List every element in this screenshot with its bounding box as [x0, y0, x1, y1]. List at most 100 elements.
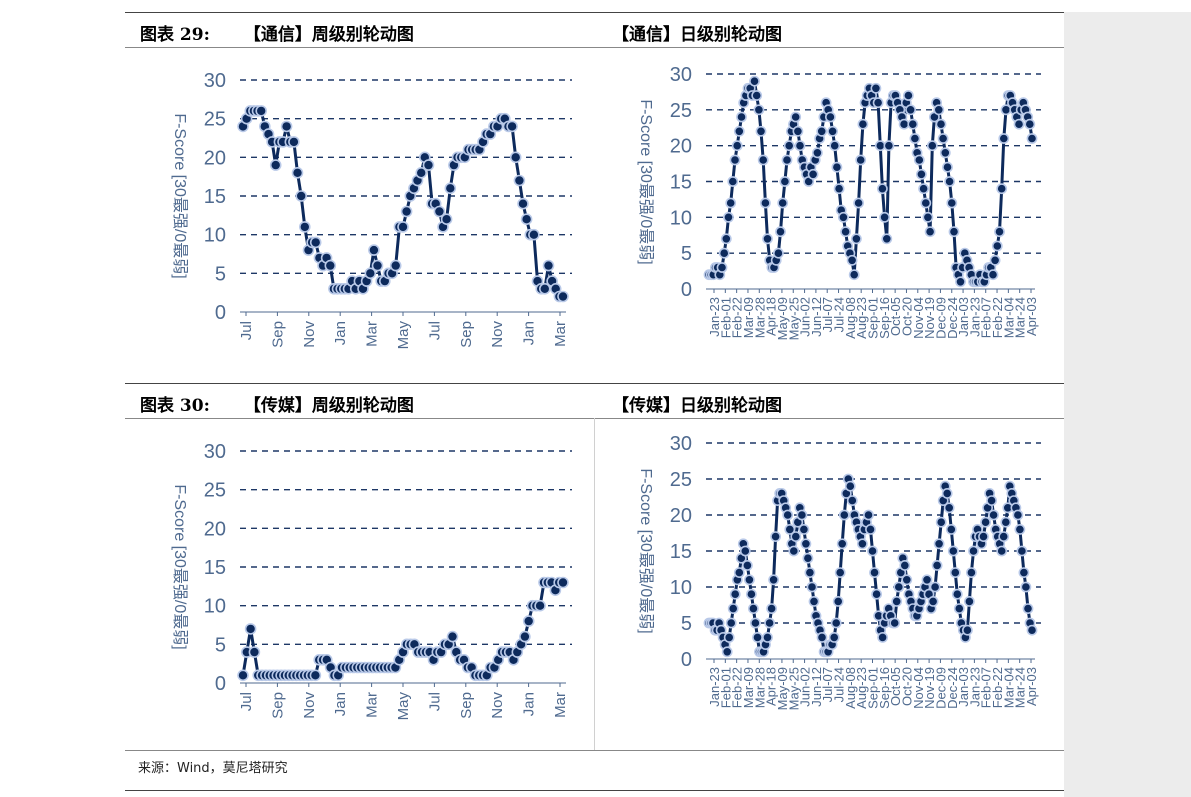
- x-tick-label: May: [395, 692, 412, 721]
- data-point: [926, 140, 938, 152]
- data-point: [989, 254, 1001, 266]
- data-point: [941, 487, 953, 499]
- data-point: [746, 588, 757, 600]
- data-point: [831, 161, 843, 173]
- data-point: [723, 211, 734, 223]
- x-tick-label: Feb-07: [979, 297, 994, 338]
- data-point: [733, 567, 745, 578]
- panel-divider: [594, 418, 595, 750]
- data-point: [517, 197, 529, 210]
- data-point: [922, 211, 934, 223]
- y-tick-label: 5: [681, 243, 692, 265]
- x-tick-label: Jan: [521, 692, 538, 716]
- x-tick-label: Nov: [301, 692, 318, 719]
- data-point: [783, 140, 795, 152]
- media-daily-title: 【传媒】日级别轮动图: [612, 391, 782, 416]
- data-point: [753, 104, 765, 116]
- data-point: [978, 531, 989, 542]
- x-tick-label: May: [395, 321, 412, 350]
- x-tick-label: May-25: [786, 297, 801, 340]
- x-tick-label: Nov: [489, 692, 506, 719]
- x-tick-label: Jul: [426, 692, 443, 711]
- data-point: [781, 154, 793, 166]
- x-tick-label: Sep: [458, 321, 475, 348]
- data-point: [825, 111, 836, 123]
- data-point: [750, 617, 761, 629]
- data-point: [827, 125, 838, 137]
- figure-29-name: 【通信】周级别轮动图: [243, 25, 414, 45]
- data-point: [865, 524, 876, 535]
- data-point: [898, 118, 910, 130]
- data-point: [415, 167, 428, 179]
- x-tick-label: Mar-24: [1013, 297, 1028, 338]
- y-tick-label: 25: [670, 100, 692, 122]
- x-tick-label: Jan-03: [956, 297, 971, 337]
- x-tick-label: Dec-09: [933, 667, 948, 709]
- data-point: [893, 581, 905, 593]
- data-point: [877, 183, 888, 195]
- data-point: [784, 524, 796, 535]
- data-point: [846, 254, 858, 266]
- y-tick-label: 15: [204, 557, 226, 579]
- data-point: [838, 509, 850, 521]
- x-tick-label: May-09: [775, 297, 790, 340]
- x-tick-label: Nov: [301, 321, 318, 348]
- data-point: [986, 495, 997, 506]
- data-point: [400, 205, 413, 218]
- data-point: [935, 516, 947, 528]
- data-point: [764, 617, 775, 629]
- data-point: [863, 509, 874, 521]
- x-tick-label: Dec-24: [945, 667, 960, 709]
- data-point: [834, 567, 846, 578]
- data-point: [1022, 603, 1034, 614]
- data-point: [295, 190, 308, 202]
- data-point: [433, 205, 446, 218]
- top-rule: [125, 12, 1064, 13]
- x-tick-label: Mar: [552, 692, 569, 718]
- data-point: [440, 213, 453, 225]
- x-tick-label: May-25: [786, 667, 801, 710]
- data-point: [309, 236, 322, 249]
- data-point: [729, 588, 741, 600]
- data-point: [924, 226, 936, 238]
- x-tick-label: May-09: [775, 667, 790, 710]
- data-point: [802, 552, 814, 564]
- y-axis-label: F-Score [30最强/0最弱]: [171, 113, 189, 278]
- data-point: [528, 228, 540, 241]
- data-point: [899, 560, 911, 571]
- data-point: [881, 233, 893, 245]
- data-point: [838, 211, 849, 223]
- x-tick-label: Oct-20: [899, 297, 914, 336]
- data-point: [766, 603, 777, 614]
- data-point: [792, 125, 804, 137]
- bottom-rule: [125, 790, 1064, 791]
- data-point: [844, 480, 856, 492]
- x-tick-label: Apr-03: [1024, 297, 1039, 336]
- y-tick-label: 20: [204, 518, 226, 540]
- x-tick-label: Aug-08: [843, 297, 858, 339]
- figure-30-name: 【传媒】周级别轮动图: [243, 396, 414, 416]
- data-point: [798, 524, 810, 535]
- data-point: [929, 581, 941, 593]
- data-point: [255, 105, 268, 117]
- data-point: [446, 630, 459, 643]
- x-tick-label: Jan-23: [707, 667, 722, 707]
- data-point: [757, 154, 769, 166]
- data-point: [871, 588, 882, 600]
- y-tick-label: 30: [670, 64, 692, 86]
- data-point: [991, 240, 1003, 252]
- data-point: [987, 269, 999, 281]
- data-point: [933, 538, 945, 550]
- data-point: [907, 118, 919, 130]
- data-point: [939, 147, 951, 159]
- data-point: [943, 502, 955, 514]
- x-tick-label: Apr-18: [764, 297, 779, 336]
- x-tick-label: Nov-19: [922, 667, 937, 709]
- data-point: [870, 82, 882, 94]
- data-point: [948, 226, 960, 238]
- data-point: [720, 233, 732, 245]
- data-point: [748, 603, 759, 614]
- data-point: [794, 140, 806, 152]
- telecom-daily-title: 【通信】日级别轮动图: [612, 20, 782, 45]
